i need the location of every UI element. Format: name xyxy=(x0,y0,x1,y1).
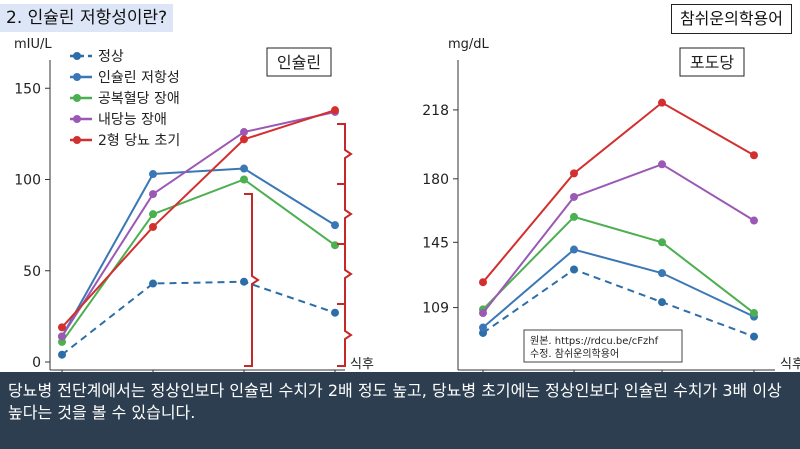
data-point-type2_early xyxy=(570,169,578,178)
series-line-impaired_fasting xyxy=(61,178,336,343)
data-point-insulin_resistance xyxy=(479,323,487,332)
brand-label: 참쉬운의학용어 xyxy=(670,4,792,34)
data-point-type2_early xyxy=(479,278,487,287)
data-point-normal xyxy=(658,298,666,307)
y-axis-label: mIU/L xyxy=(14,37,52,52)
legend-marker-type2_early xyxy=(73,136,81,144)
data-point-impaired_tolerance xyxy=(750,216,758,225)
x-axis-label: 식후 xyxy=(350,357,374,372)
data-point-impaired_tolerance xyxy=(58,332,66,341)
y-tick-label: 150 xyxy=(14,81,41,97)
panel-label-box xyxy=(679,47,745,77)
bracket-120-bottom xyxy=(337,303,353,367)
legend-label-insulin_resistance: 인슐린 저항성 xyxy=(98,70,180,86)
source-line-1: 원본. https://rdcu.be/cFzhf xyxy=(530,335,659,347)
data-point-impaired_tolerance xyxy=(658,160,666,169)
data-point-normal xyxy=(149,279,157,288)
bracket-120-mid xyxy=(337,183,353,245)
legend-marker-insulin_resistance xyxy=(73,73,81,81)
legend-label-type2_early: 2형 당뇨 초기 xyxy=(98,133,180,149)
bracket-120-upper xyxy=(337,123,353,185)
data-point-impaired_fasting xyxy=(750,309,758,318)
series-line-type2_early xyxy=(482,101,755,283)
data-point-normal xyxy=(570,265,578,274)
data-point-type2_early xyxy=(149,222,157,231)
series-line-impaired_fasting xyxy=(482,215,755,314)
panel-label: 포도당 xyxy=(690,53,734,72)
page-title: 2. 인슐린 저항성이란? xyxy=(0,4,174,32)
data-point-insulin_resistance xyxy=(240,164,248,173)
y-axis-label: mg/dL xyxy=(448,37,490,52)
data-point-insulin_resistance xyxy=(658,269,666,278)
series-line-normal xyxy=(482,268,755,338)
series-line-impaired_tolerance xyxy=(61,110,336,337)
legend-label-impaired_fasting: 공복혈당 장애 xyxy=(98,91,180,107)
data-point-impaired_tolerance xyxy=(149,190,157,199)
legend-marker-normal xyxy=(73,52,81,60)
data-point-impaired_tolerance xyxy=(479,309,487,318)
series-line-normal xyxy=(61,280,336,356)
y-tick-label: 218 xyxy=(422,103,449,119)
data-point-impaired_tolerance xyxy=(570,192,578,201)
data-point-type2_early xyxy=(240,135,248,144)
legend-marker-impaired_tolerance xyxy=(73,115,81,123)
y-tick-label: 180 xyxy=(422,172,449,188)
data-point-normal xyxy=(331,308,339,317)
y-tick-label: 100 xyxy=(14,173,41,189)
y-tick-label: 0 xyxy=(32,355,41,371)
series-line-insulin_resistance xyxy=(482,248,755,329)
data-point-impaired_fasting xyxy=(149,210,157,219)
y-tick-label: 109 xyxy=(422,301,449,317)
bracket-60min xyxy=(244,193,260,367)
y-tick-label: 145 xyxy=(422,235,449,251)
source-line-2: 수정. 참쉬운의학용어 xyxy=(530,348,619,360)
data-point-insulin_resistance xyxy=(570,245,578,254)
panel-label: 인슐린 xyxy=(277,53,321,72)
legend-marker-impaired_fasting xyxy=(73,94,81,102)
data-point-type2_early xyxy=(58,323,66,332)
source-box xyxy=(523,329,683,363)
data-point-impaired_fasting xyxy=(240,175,248,184)
series-line-insulin_resistance xyxy=(61,167,336,337)
series-line-type2_early xyxy=(61,109,336,328)
bracket-120-low xyxy=(337,243,353,305)
data-point-normal xyxy=(240,277,248,286)
data-point-normal xyxy=(750,332,758,341)
data-point-normal xyxy=(58,350,66,359)
data-point-insulin_resistance xyxy=(149,170,157,179)
data-point-impaired_tolerance xyxy=(240,128,248,137)
data-point-type2_early xyxy=(658,98,666,107)
data-point-impaired_fasting xyxy=(58,337,66,346)
legend-label-normal: 정상 xyxy=(98,49,124,65)
data-point-impaired_fasting xyxy=(658,238,666,247)
data-point-type2_early xyxy=(750,151,758,160)
panel-label-box xyxy=(266,47,332,77)
data-point-impaired_fasting xyxy=(331,241,339,250)
x-axis-label: 식후 xyxy=(780,357,800,372)
series-line-impaired_tolerance xyxy=(482,163,755,314)
data-point-impaired_fasting xyxy=(570,212,578,221)
caption-text: 당뇨병 전단계에서는 정상인보다 인슐린 수치가 2배 정도 높고, 당뇨병 초… xyxy=(0,372,800,449)
data-point-insulin_resistance xyxy=(331,221,339,230)
y-tick-label: 50 xyxy=(23,264,41,280)
data-point-type2_early xyxy=(331,106,339,115)
legend-label-impaired_tolerance: 내당능 장애 xyxy=(98,112,167,128)
